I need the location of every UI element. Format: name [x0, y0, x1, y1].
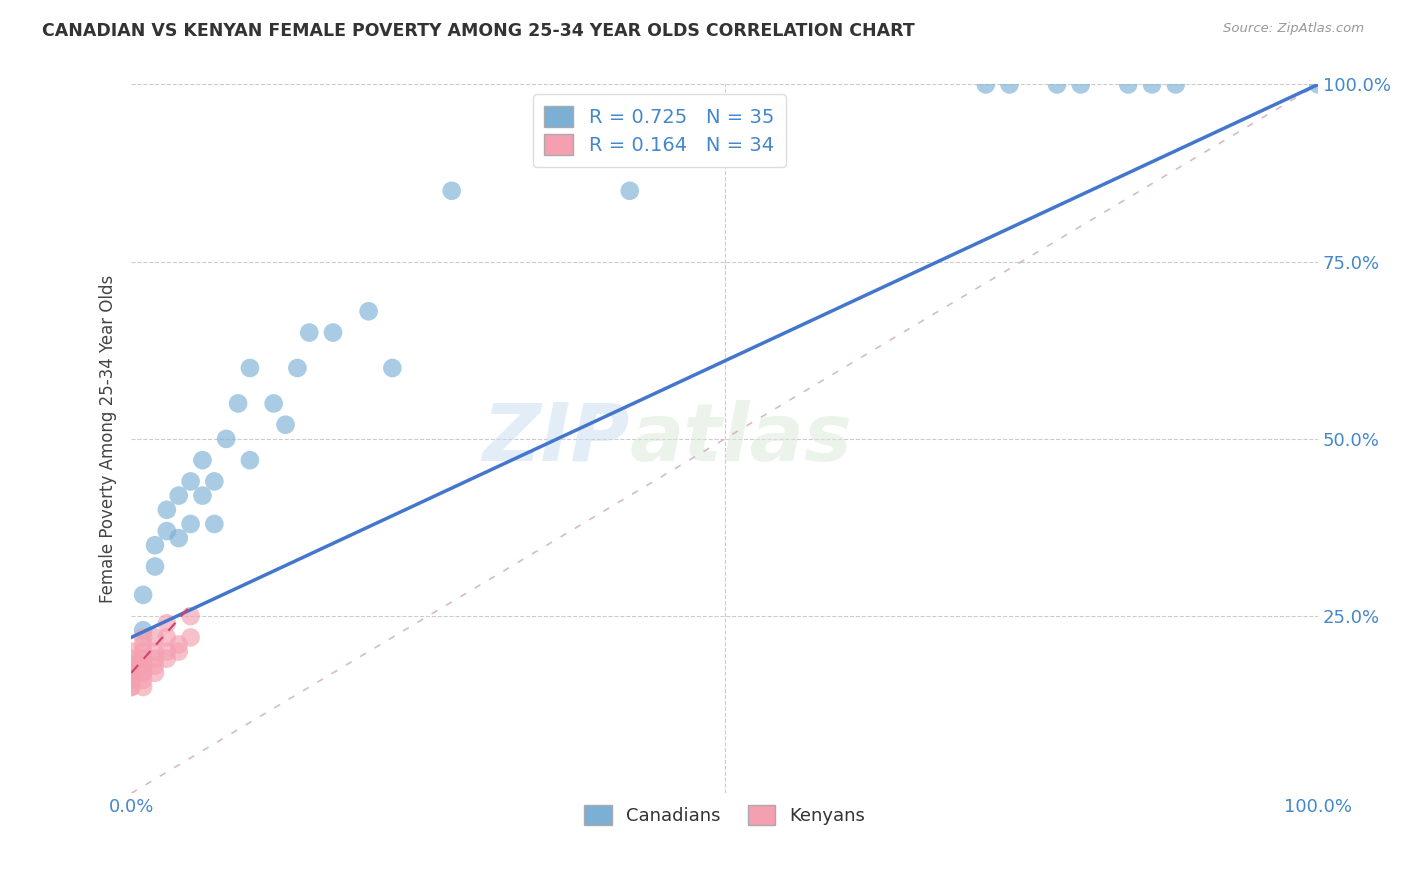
Point [120, 644, 142, 658]
Point [156, 616, 179, 631]
Point [202, 475, 225, 489]
Point [132, 588, 155, 602]
Point [143, 538, 166, 552]
Point [132, 680, 155, 694]
Point [215, 432, 238, 446]
Text: Source: ZipAtlas.com: Source: ZipAtlas.com [1223, 22, 1364, 36]
Point [143, 559, 166, 574]
Point [180, 631, 202, 645]
Point [132, 631, 155, 645]
Point [974, 78, 997, 92]
Point [1308, 78, 1330, 92]
Text: CANADIAN VS KENYAN FEMALE POVERTY AMONG 25-34 YEAR OLDS CORRELATION CHART: CANADIAN VS KENYAN FEMALE POVERTY AMONG … [42, 22, 915, 40]
Point [132, 651, 155, 665]
Point [180, 516, 202, 531]
Point [143, 658, 166, 673]
Point [167, 531, 190, 545]
Point [156, 503, 179, 517]
Point [1046, 78, 1069, 92]
Point [143, 665, 166, 680]
Point [226, 396, 249, 410]
Point [132, 624, 155, 638]
Point [120, 658, 142, 673]
Text: atlas: atlas [630, 400, 852, 478]
Point [120, 665, 142, 680]
Point [440, 184, 463, 198]
Point [239, 453, 262, 467]
Point [143, 644, 166, 658]
Y-axis label: Female Poverty Among 25-34 Year Olds: Female Poverty Among 25-34 Year Olds [100, 275, 117, 603]
Point [1140, 78, 1163, 92]
Point [156, 651, 179, 665]
Point [1116, 78, 1139, 92]
Point [120, 673, 142, 687]
Point [120, 673, 142, 687]
Point [143, 631, 166, 645]
Point [381, 361, 404, 376]
Point [357, 304, 380, 318]
Point [143, 651, 166, 665]
Point [180, 609, 202, 624]
Legend: Canadians, Kenyans: Canadians, Kenyans [575, 796, 875, 834]
Point [132, 638, 155, 652]
Point [202, 516, 225, 531]
Point [132, 644, 155, 658]
Point [120, 651, 142, 665]
Point [191, 489, 214, 503]
Point [156, 631, 179, 645]
Point [167, 489, 190, 503]
Point [120, 680, 142, 694]
Point [1070, 78, 1092, 92]
Point [132, 651, 155, 665]
Point [120, 658, 142, 673]
Point [132, 658, 155, 673]
Point [998, 78, 1021, 92]
Point [322, 326, 344, 340]
Point [132, 665, 155, 680]
Point [132, 673, 155, 687]
Point [167, 644, 190, 658]
Point [120, 665, 142, 680]
Point [239, 361, 262, 376]
Point [120, 680, 142, 694]
Point [1164, 78, 1187, 92]
Point [274, 417, 297, 432]
Text: ZIP: ZIP [482, 400, 630, 478]
Point [287, 361, 309, 376]
Point [132, 658, 155, 673]
Point [619, 184, 641, 198]
Point [263, 396, 285, 410]
Point [180, 475, 202, 489]
Point [156, 644, 179, 658]
Point [167, 638, 190, 652]
Point [191, 453, 214, 467]
Point [156, 524, 179, 538]
Point [132, 665, 155, 680]
Point [298, 326, 321, 340]
